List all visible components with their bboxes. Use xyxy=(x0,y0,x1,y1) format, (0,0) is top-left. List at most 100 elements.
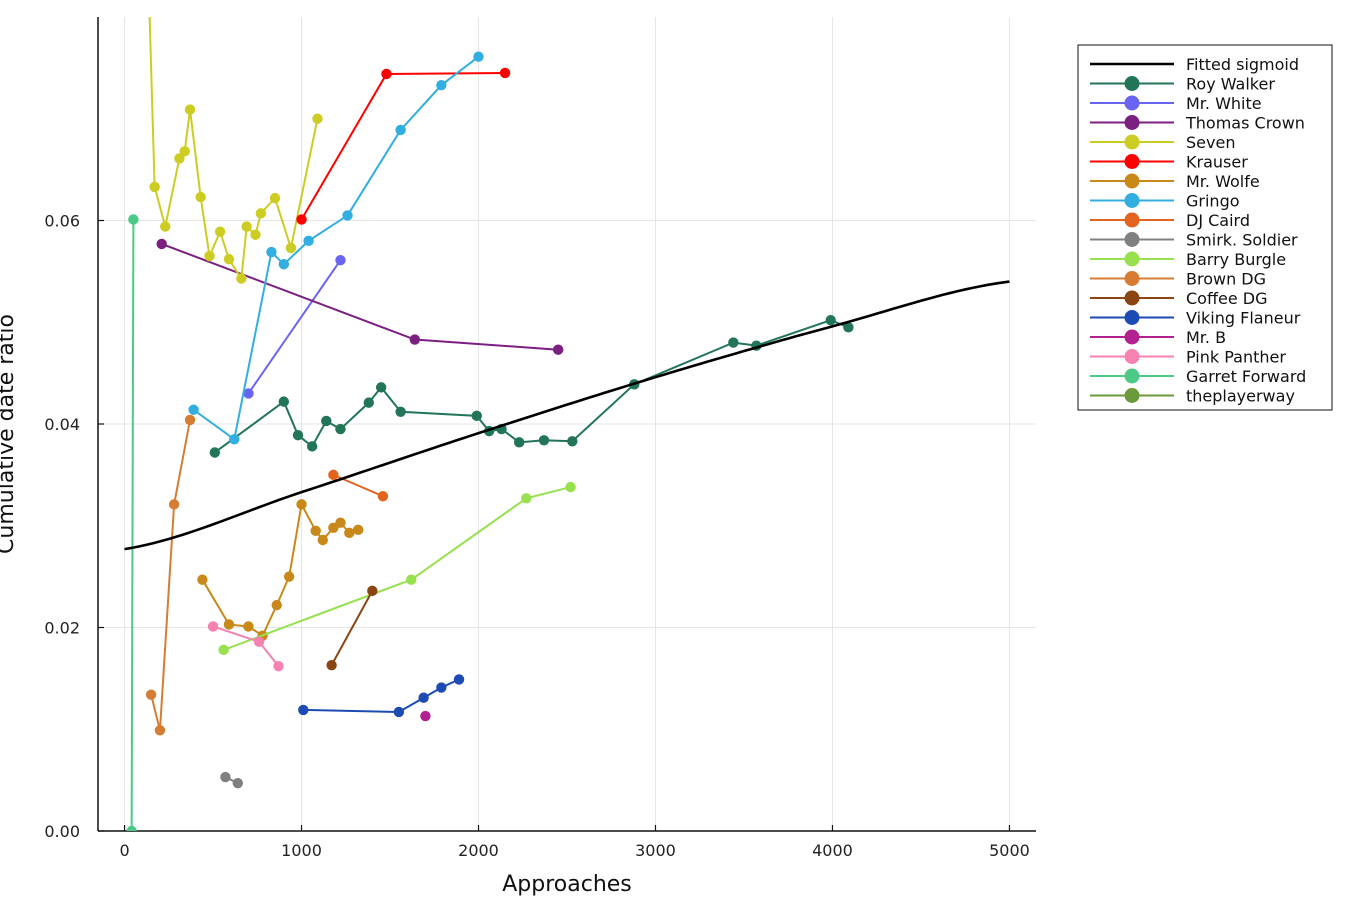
data-point xyxy=(168,499,180,510)
legend-label: Seven xyxy=(1186,133,1235,152)
x-tick-label: 3000 xyxy=(635,841,676,860)
x-tick-label: 0 xyxy=(119,841,129,860)
legend-entry: Gringo xyxy=(1090,192,1240,211)
data-point xyxy=(420,710,431,722)
data-point xyxy=(303,235,314,247)
series-thomas-crown xyxy=(156,238,564,355)
data-point xyxy=(126,825,137,831)
data-point xyxy=(296,214,307,225)
legend-entry: Barry Burgle xyxy=(1090,250,1286,269)
data-point xyxy=(283,571,295,582)
legend-entry: DJ Caird xyxy=(1090,211,1250,230)
data-point xyxy=(326,659,337,671)
x-tick-label: 1000 xyxy=(281,841,322,860)
data-point xyxy=(154,725,166,736)
series-roy-walker xyxy=(209,315,854,458)
legend-marker xyxy=(1124,134,1140,150)
series-line xyxy=(330,590,374,666)
series-line xyxy=(148,17,319,282)
data-point xyxy=(552,344,564,355)
data-point xyxy=(236,273,247,284)
data-point xyxy=(409,334,420,345)
legend-label: Smirk. Soldier xyxy=(1186,231,1298,250)
series-garret-forward xyxy=(126,214,139,831)
data-point xyxy=(453,674,465,685)
data-point xyxy=(149,181,160,193)
legend-marker xyxy=(1124,115,1140,130)
legend-entry: Mr. Wolfe xyxy=(1090,172,1260,191)
data-point xyxy=(160,221,171,232)
legend-label: Thomas Crown xyxy=(1185,114,1305,133)
legend-label: Mr. Wolfe xyxy=(1186,172,1260,191)
y-axis-title: Cumulative date ratio xyxy=(0,314,19,554)
legend-marker xyxy=(1124,349,1140,364)
legend-entry: Krauser xyxy=(1090,153,1248,172)
data-point xyxy=(179,146,190,157)
data-point xyxy=(156,238,167,250)
data-point xyxy=(218,644,229,656)
legend-marker xyxy=(1124,232,1140,247)
series-line xyxy=(130,219,135,831)
legend-marker xyxy=(1124,76,1140,91)
legend-entry: Mr. White xyxy=(1090,94,1262,113)
series-krauser xyxy=(296,67,511,225)
legend-box xyxy=(1077,44,1333,411)
data-point xyxy=(436,79,447,91)
data-point xyxy=(204,250,215,262)
y-tick-label: 0.04 xyxy=(44,415,80,434)
data-point xyxy=(406,574,417,585)
legend-entry: Brown DG xyxy=(1090,270,1266,289)
data-point xyxy=(312,113,323,124)
legend-entry: Seven xyxy=(1090,133,1235,152)
data-point xyxy=(298,704,309,716)
data-point xyxy=(144,2,154,12)
data-point xyxy=(195,191,206,203)
data-point xyxy=(352,524,364,536)
legend-label: Pink Panther xyxy=(1186,348,1286,367)
data-point xyxy=(273,660,284,672)
data-point xyxy=(128,214,139,225)
data-point xyxy=(271,599,282,611)
legend-marker xyxy=(1124,154,1140,169)
data-point xyxy=(514,437,525,448)
data-point xyxy=(278,259,290,270)
data-point xyxy=(285,242,297,254)
data-point xyxy=(253,636,265,647)
data-point xyxy=(209,447,221,458)
data-point xyxy=(241,221,252,232)
data-point xyxy=(825,315,836,326)
legend-label: DJ Caird xyxy=(1186,211,1250,230)
series-mr-b xyxy=(420,710,431,722)
series-coffee-dg xyxy=(326,585,378,671)
series-viking-flaneur xyxy=(298,674,465,718)
legend-label: theplayerway xyxy=(1186,387,1295,406)
legend-label: Gringo xyxy=(1186,192,1240,211)
legend-marker xyxy=(1124,212,1140,228)
data-point xyxy=(243,621,254,632)
data-point xyxy=(521,493,532,504)
plot-area xyxy=(124,2,1010,831)
series-line xyxy=(300,71,506,220)
data-point xyxy=(214,226,226,237)
data-point xyxy=(395,406,406,417)
data-point xyxy=(229,434,240,445)
data-point xyxy=(567,436,578,447)
data-point xyxy=(342,210,353,221)
data-point xyxy=(232,777,244,789)
data-point xyxy=(223,253,235,265)
series-line xyxy=(192,55,480,441)
data-point xyxy=(197,574,208,585)
legend-label: Krauser xyxy=(1186,153,1248,172)
data-point xyxy=(381,68,392,80)
data-point xyxy=(395,124,406,136)
legend-label: Mr. B xyxy=(1186,328,1226,347)
legend-entry: Coffee DG xyxy=(1090,289,1267,308)
legend-entry: Mr. B xyxy=(1090,328,1226,347)
data-point xyxy=(174,153,185,164)
y-tick-label: 0.00 xyxy=(44,822,80,841)
legend-marker xyxy=(1124,95,1140,111)
data-point xyxy=(436,682,447,693)
data-point xyxy=(335,517,346,528)
data-point xyxy=(310,525,321,537)
data-point xyxy=(499,67,511,79)
